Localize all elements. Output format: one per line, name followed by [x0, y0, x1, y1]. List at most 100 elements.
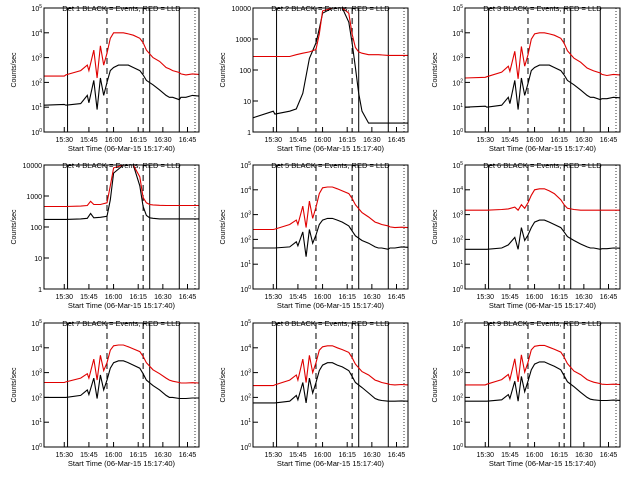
y-tick-label: 103 [240, 211, 251, 220]
x-tick-label: 16:15 [129, 452, 147, 459]
x-tick-label: 16:45 [179, 452, 197, 459]
y-tick-label: 101 [31, 103, 42, 112]
y-axis-title: Counts/sec [11, 209, 18, 245]
y-tick-label: 105 [452, 319, 463, 328]
y-tick-label: 104 [452, 29, 463, 38]
x-tick-label: 15:45 [501, 294, 519, 301]
y-axis-title: Counts/sec [220, 52, 227, 88]
x-axis-title: Start Time (06-Mar-15 15:17:40) [277, 459, 385, 468]
y-axis-title: Counts/sec [11, 52, 18, 88]
y-axis-title: Counts/sec [11, 367, 18, 403]
x-tick-label: 16:30 [154, 137, 172, 144]
events-series-line [43, 64, 200, 110]
x-tick-label: 16:00 [526, 452, 544, 459]
y-tick-label: 10000 [23, 163, 43, 170]
panel-title: Det 5 BLACK = Events, RED = LLD [271, 161, 390, 170]
events-series-line [44, 360, 199, 400]
lld-series-line [253, 345, 409, 387]
y-tick-label: 101 [240, 260, 251, 269]
x-tick-label: 16:15 [129, 137, 147, 144]
plot-frame [464, 164, 621, 290]
detector-panel-2: 1 10 100 1000 10000 15:30 15:45 16:00 16:15 16:30… [220, 4, 409, 153]
x-tick-label: 16:45 [600, 137, 618, 144]
y-tick-label: 105 [31, 319, 42, 328]
y-tick-label: 105 [452, 4, 463, 13]
x-tick-label: 15:30 [476, 452, 494, 459]
x-tick-label: 15:45 [80, 137, 98, 144]
x-tick-label: 16:30 [575, 137, 593, 144]
y-tick-label: 103 [31, 369, 42, 378]
x-tick-label: 16:15 [338, 137, 356, 144]
y-axis-title: Counts/sec [220, 367, 227, 403]
events-series-line [464, 64, 621, 110]
panel-title: Det 4 BLACK = Events, RED = LLD [62, 161, 181, 170]
x-axis-title: Start Time (06-Mar-15 15:17:40) [277, 301, 385, 310]
x-tick-label: 16:00 [526, 137, 544, 144]
x-tick-label: 16:45 [388, 294, 406, 301]
x-tick-label: 16:30 [154, 452, 172, 459]
y-tick-label: 100 [452, 128, 463, 137]
y-tick-label: 101 [452, 103, 463, 112]
x-tick-label: 16:15 [338, 294, 356, 301]
events-series-line [253, 217, 409, 257]
x-axis-title: Start Time (06-Mar-15 15:17:40) [489, 144, 597, 153]
x-tick-label: 16:15 [550, 294, 568, 301]
y-tick-label: 101 [240, 418, 251, 427]
x-tick-label: 16:30 [154, 294, 172, 301]
y-tick-label: 100 [30, 225, 42, 232]
y-tick-label: 1000 [26, 194, 42, 201]
x-tick-label: 16:45 [388, 137, 406, 144]
x-tick-label: 15:30 [264, 137, 282, 144]
x-axis-title: Start Time (06-Mar-15 15:17:40) [68, 144, 176, 153]
x-tick-label: 15:30 [476, 294, 494, 301]
x-tick-label: 15:45 [80, 452, 98, 459]
x-tick-label: 16:15 [338, 452, 356, 459]
x-tick-label: 15:45 [501, 137, 519, 144]
y-tick-label: 104 [31, 29, 42, 38]
x-tick-label: 16:00 [314, 452, 332, 459]
x-tick-label: 16:00 [105, 137, 123, 144]
y-tick-label: 104 [452, 344, 463, 353]
events-series-line [465, 361, 621, 402]
lld-series-line [465, 344, 621, 386]
events-series-line [252, 7, 408, 124]
x-tick-label: 16:00 [314, 137, 332, 144]
x-tick-label: 15:45 [289, 137, 307, 144]
events-series-line [465, 219, 621, 250]
x-tick-label: 15:45 [501, 452, 519, 459]
y-tick-label: 104 [452, 186, 463, 195]
x-tick-label: 16:15 [550, 137, 568, 144]
y-tick-label: 1 [38, 287, 42, 294]
plot-frame [43, 7, 200, 133]
x-tick-label: 15:45 [289, 452, 307, 459]
y-tick-label: 105 [240, 161, 251, 170]
x-tick-label: 16:30 [575, 452, 593, 459]
panel-title: Det 1 BLACK = Events, RED = LLD [62, 4, 181, 13]
y-tick-label: 101 [452, 260, 463, 269]
y-tick-label: 105 [31, 4, 42, 13]
panel-title: Det 9 BLACK = Events, RED = LLD [483, 319, 602, 328]
events-series-line [253, 362, 409, 404]
y-tick-label: 104 [240, 344, 251, 353]
panel-title: Det 3 BLACK = Events, RED = LLD [483, 4, 602, 13]
panel-title: Det 7 BLACK = Events, RED = LLD [62, 319, 181, 328]
x-tick-label: 16:15 [129, 294, 147, 301]
lld-series-line [253, 186, 409, 231]
y-tick-label: 1000 [235, 37, 251, 44]
y-tick-label: 10 [243, 99, 251, 106]
x-tick-label: 15:45 [80, 294, 98, 301]
panel-title: Det 8 BLACK = Events, RED = LLD [271, 319, 390, 328]
lld-series-line [44, 344, 200, 384]
detector-panel-3: 100 101 102 103 104 105 15:30 15:45 16:00 16:15 16… [432, 4, 621, 153]
x-tick-label: 16:30 [363, 137, 381, 144]
x-tick-label: 16:15 [550, 452, 568, 459]
y-axis-title: Counts/sec [432, 367, 439, 403]
y-tick-label: 10 [34, 256, 42, 263]
lld-series-line [465, 188, 620, 212]
plot-frame [252, 322, 409, 448]
y-tick-label: 101 [31, 418, 42, 427]
y-tick-label: 103 [452, 211, 463, 220]
detector-panel-6: 100 101 102 103 104 105 15:30 15:45 16:00 16:15 16… [432, 161, 621, 310]
y-tick-label: 105 [240, 319, 251, 328]
